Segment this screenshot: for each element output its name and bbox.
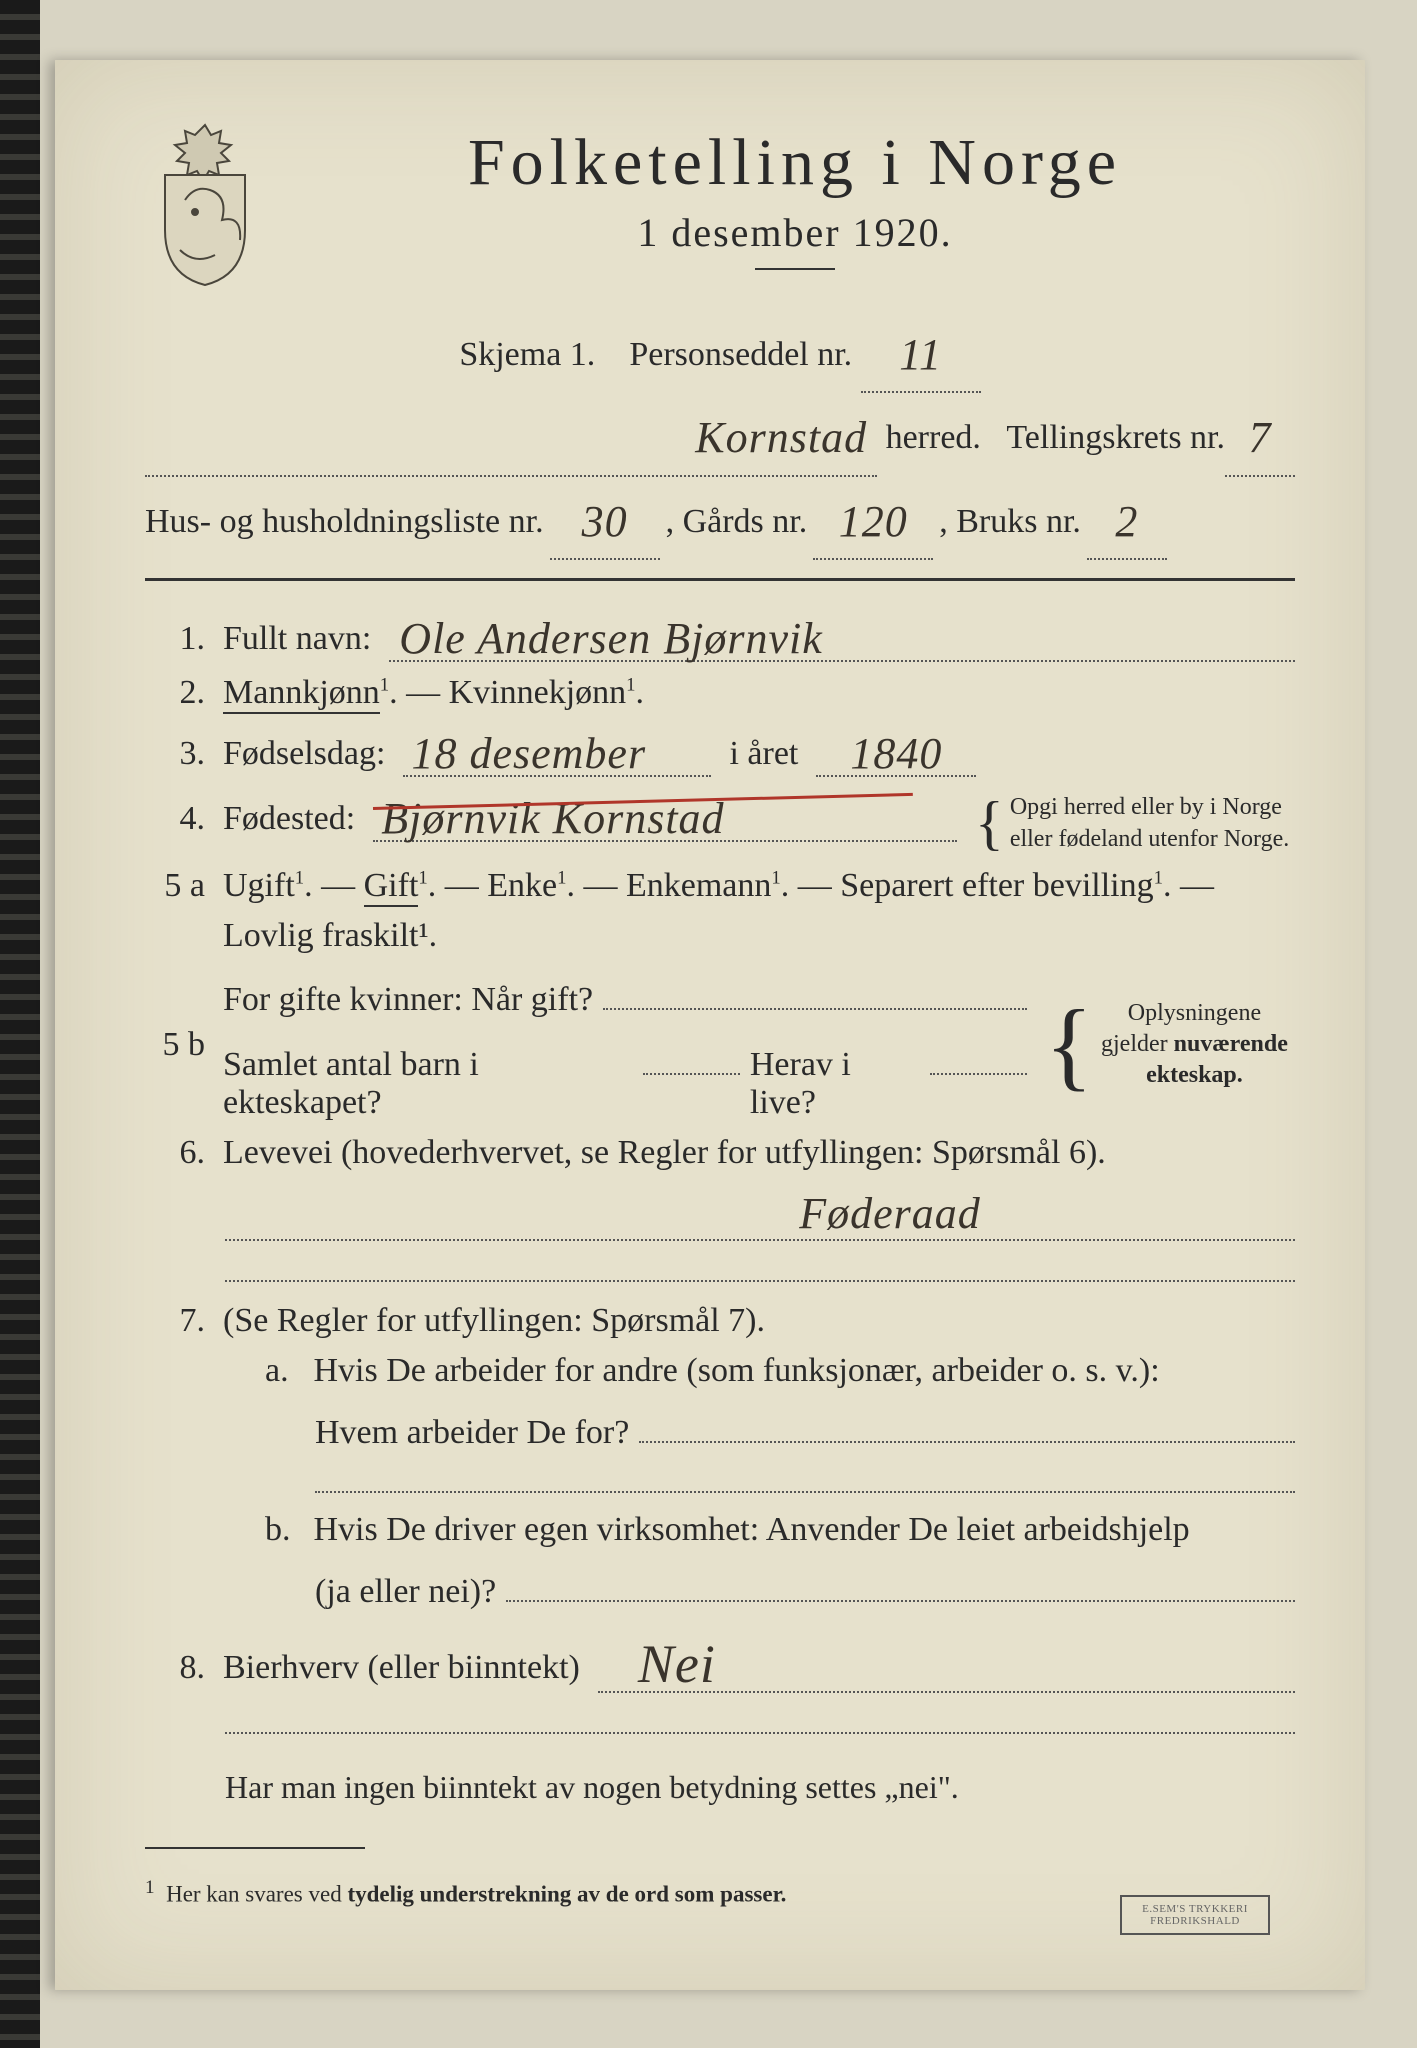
- census-form-page: Folketelling i Norge 1 desember 1920. Sk…: [55, 60, 1365, 1990]
- q6-num: 6.: [145, 1134, 205, 1172]
- personseddel-label: Personseddel nr.: [629, 336, 852, 373]
- tellingskrets-label: Tellingskrets nr.: [1006, 407, 1225, 470]
- q5b-aside2: gjelder nuværende: [1101, 1031, 1288, 1057]
- q3-label: Fødselsdag:: [223, 735, 385, 773]
- printer-stamp: E.SEM'S TRYKKERIFREDRIKSHALD: [1120, 1895, 1270, 1935]
- tail-note: Har man ingen biinntekt av nogen betydni…: [225, 1758, 1295, 1817]
- q5b-l2b: Herav i live?: [750, 1046, 920, 1122]
- q5a-gift: Gift: [364, 867, 419, 907]
- q6: 6. Levevei (hovederhvervet, se Regler fo…: [145, 1134, 1295, 1172]
- q8-blank: [225, 1731, 1295, 1734]
- q7a-blank: [315, 1490, 1295, 1493]
- footnote-rule: [145, 1847, 365, 1849]
- sub-date: 1 desember 1920.: [295, 209, 1295, 256]
- meta-line-1: Skjema 1. Personseddel nr. 11: [145, 310, 1295, 393]
- q5a-l2: Lovlig fraskilt¹.: [223, 917, 1295, 955]
- q2-male: Mannkjønn: [223, 674, 380, 714]
- q6-text: Levevei (hovederhvervet, se Regler for u…: [223, 1134, 1295, 1172]
- q6-value: Føderaad: [539, 1189, 981, 1238]
- husliste-label: Hus- og husholdningsliste nr.: [145, 491, 544, 554]
- q2-num: 2.: [145, 674, 205, 712]
- q7-num: 7.: [145, 1302, 205, 1340]
- q2-female: Kvinnekjønn: [449, 674, 627, 711]
- q5b-aside1: Oplysningene: [1128, 1000, 1261, 1026]
- scan-perforation: [0, 0, 40, 2048]
- q3-mid: i året: [729, 735, 798, 773]
- q5a-num: 5 a: [145, 867, 205, 905]
- main-title: Folketelling i Norge: [295, 125, 1295, 201]
- meta-line-3: Hus- og husholdningsliste nr. 30 , Gårds…: [145, 477, 1295, 560]
- q7b: b. Hvis De driver egen virksomhet: Anven…: [145, 1511, 1295, 1549]
- q4-num: 4.: [145, 800, 205, 838]
- q3-num: 3.: [145, 735, 205, 773]
- q3-day: 18 desember: [411, 729, 646, 778]
- meta-line-2: Kornstad herred. Tellingskrets nr. 7: [145, 393, 1295, 476]
- herred-value: Kornstad: [695, 413, 867, 462]
- q7a-letter: a.: [265, 1352, 305, 1390]
- q5a: 5 a Ugift1. — Gift1. — Enke1. — Enkemann…: [145, 867, 1295, 905]
- q5b-l2a: Samlet antal barn i ekteskapet?: [223, 1046, 633, 1122]
- herred-label: herred.: [886, 407, 981, 470]
- bruks-nr: 2: [1115, 497, 1138, 546]
- skjema-label: Skjema 1.: [459, 336, 595, 373]
- tellingskrets-nr: 7: [1249, 413, 1272, 462]
- q4-hint2: eller fødeland utenfor Norge.: [1010, 826, 1289, 852]
- q7b-line2: (ja eller nei)?: [145, 1559, 1295, 1611]
- q5b-num: 5 b: [145, 1026, 205, 1064]
- q7a-text: Hvis De arbeider for andre (som funksjon…: [314, 1352, 1160, 1389]
- q4: 4. Fødested: Bjørnvik Kornstad { Opgi he…: [145, 789, 1295, 855]
- coat-of-arms-icon: [145, 120, 265, 290]
- q7-text: (Se Regler for utfyllingen: Spørsmål 7).: [223, 1302, 1295, 1340]
- husliste-nr: 30: [582, 497, 628, 546]
- q2-sep: —: [406, 674, 449, 711]
- q7a-line2: Hvem arbeider De for?: [145, 1400, 1295, 1452]
- q5a-line2: Lovlig fraskilt¹.: [145, 917, 1295, 955]
- header: Folketelling i Norge 1 desember 1920.: [145, 120, 1295, 300]
- brace-icon-2: {: [1045, 1015, 1093, 1075]
- q6-answer-line: Føderaad: [225, 1184, 1295, 1241]
- q1-value: Ole Andersen Bjørnvik: [399, 614, 822, 663]
- q1-label: Fullt navn:: [223, 620, 371, 658]
- q4-label: Fødested:: [223, 800, 355, 838]
- gards-nr: 120: [839, 497, 908, 546]
- title-rule: [755, 268, 835, 270]
- q8-num: 8.: [145, 1649, 205, 1687]
- q5b-aside3: ekteskap.: [1146, 1062, 1243, 1088]
- q4-hint1: Opgi herred eller by i Norge: [1010, 794, 1282, 820]
- bruks-label: , Bruks nr.: [939, 491, 1081, 554]
- q7: 7. (Se Regler for utfyllingen: Spørsmål …: [145, 1302, 1295, 1340]
- q7b-text: Hvis De driver egen virksomhet: Anvender…: [314, 1511, 1190, 1548]
- q5b-l1: For gifte kvinner: Når gift?: [223, 981, 593, 1019]
- q2: 2. Mannkjønn1. — Kvinnekjønn1.: [145, 674, 1295, 712]
- personseddel-nr: 11: [899, 330, 942, 379]
- q5b: 5 b For gifte kvinner: Når gift? Samlet …: [145, 967, 1295, 1123]
- q7b-letter: b.: [265, 1511, 305, 1549]
- gards-label: , Gårds nr.: [666, 491, 808, 554]
- rule-1: [145, 578, 1295, 581]
- q7a-text2: Hvem arbeider De for?: [315, 1414, 629, 1452]
- q1: 1. Fullt navn: Ole Andersen Bjørnvik: [145, 609, 1295, 662]
- q1-num: 1.: [145, 620, 205, 658]
- q8-label: Bierhverv (eller biinntekt): [223, 1649, 580, 1687]
- brace-icon: {: [975, 791, 1004, 857]
- q6-blank-line: [225, 1279, 1295, 1282]
- q7a: a. Hvis De arbeider for andre (som funks…: [145, 1352, 1295, 1390]
- q3: 3. Fødselsdag: 18 desember i året 1840: [145, 724, 1295, 777]
- q8-value: Nei: [638, 1634, 716, 1694]
- q3-year: 1840: [850, 729, 942, 778]
- q8: 8. Bierhverv (eller biinntekt) Nei: [145, 1629, 1295, 1693]
- q7b-text2: (ja eller nei)?: [315, 1573, 496, 1611]
